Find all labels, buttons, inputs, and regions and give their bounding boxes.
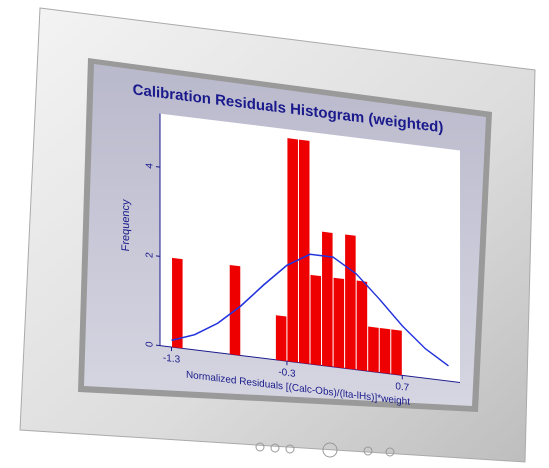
- bar: [299, 140, 310, 364]
- monitor: Calibration Residuals Histogram (weighte…: [0, 0, 549, 468]
- bar: [322, 232, 333, 367]
- page: Calibration Residuals Histogram (weighte…: [0, 0, 549, 468]
- plot-area: [160, 114, 460, 383]
- bar: [311, 275, 322, 366]
- y-axis-label: Frequency: [120, 198, 132, 252]
- x-tick-label: -1.3: [163, 353, 181, 366]
- bar: [345, 234, 356, 369]
- bar: [357, 281, 368, 372]
- bar: [368, 327, 379, 373]
- bar: [391, 329, 402, 375]
- x-tick-label: 0.7: [395, 381, 409, 394]
- x-tick-label: -0.3: [278, 367, 296, 380]
- bar: [380, 328, 391, 374]
- bar: [276, 315, 287, 361]
- bar: [172, 258, 183, 349]
- bar: [287, 138, 298, 362]
- bar: [334, 278, 345, 369]
